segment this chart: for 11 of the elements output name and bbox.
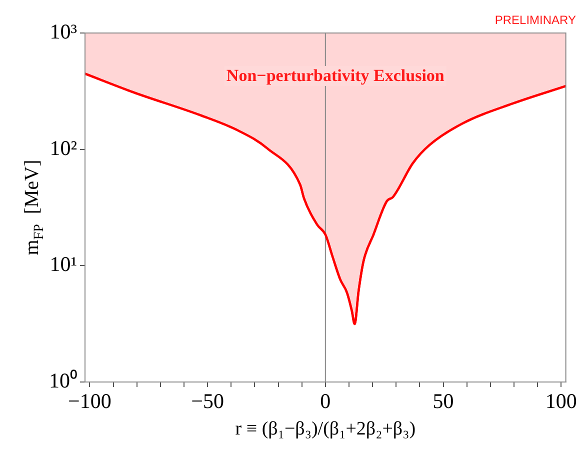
x-axis-title: r ≡ (β₁−β₃)/(β₁+2β₂+β₃) <box>235 418 416 440</box>
y-axis-title: mFP [MeV] <box>21 160 47 256</box>
x-tick-label: −50 <box>191 389 224 414</box>
x-tick-label: 100 <box>545 389 577 414</box>
text: PRELIMINARY <box>494 13 576 27</box>
y-tick-label: 10³ <box>50 20 77 44</box>
x-tick-label: 0 <box>320 389 331 414</box>
y-tick-label: 10² <box>50 136 77 160</box>
annotation: Non−perturbativity Exclusion <box>226 66 445 85</box>
x-tick-label: 50 <box>432 389 454 414</box>
y-tick-label: 10¹ <box>50 252 77 276</box>
